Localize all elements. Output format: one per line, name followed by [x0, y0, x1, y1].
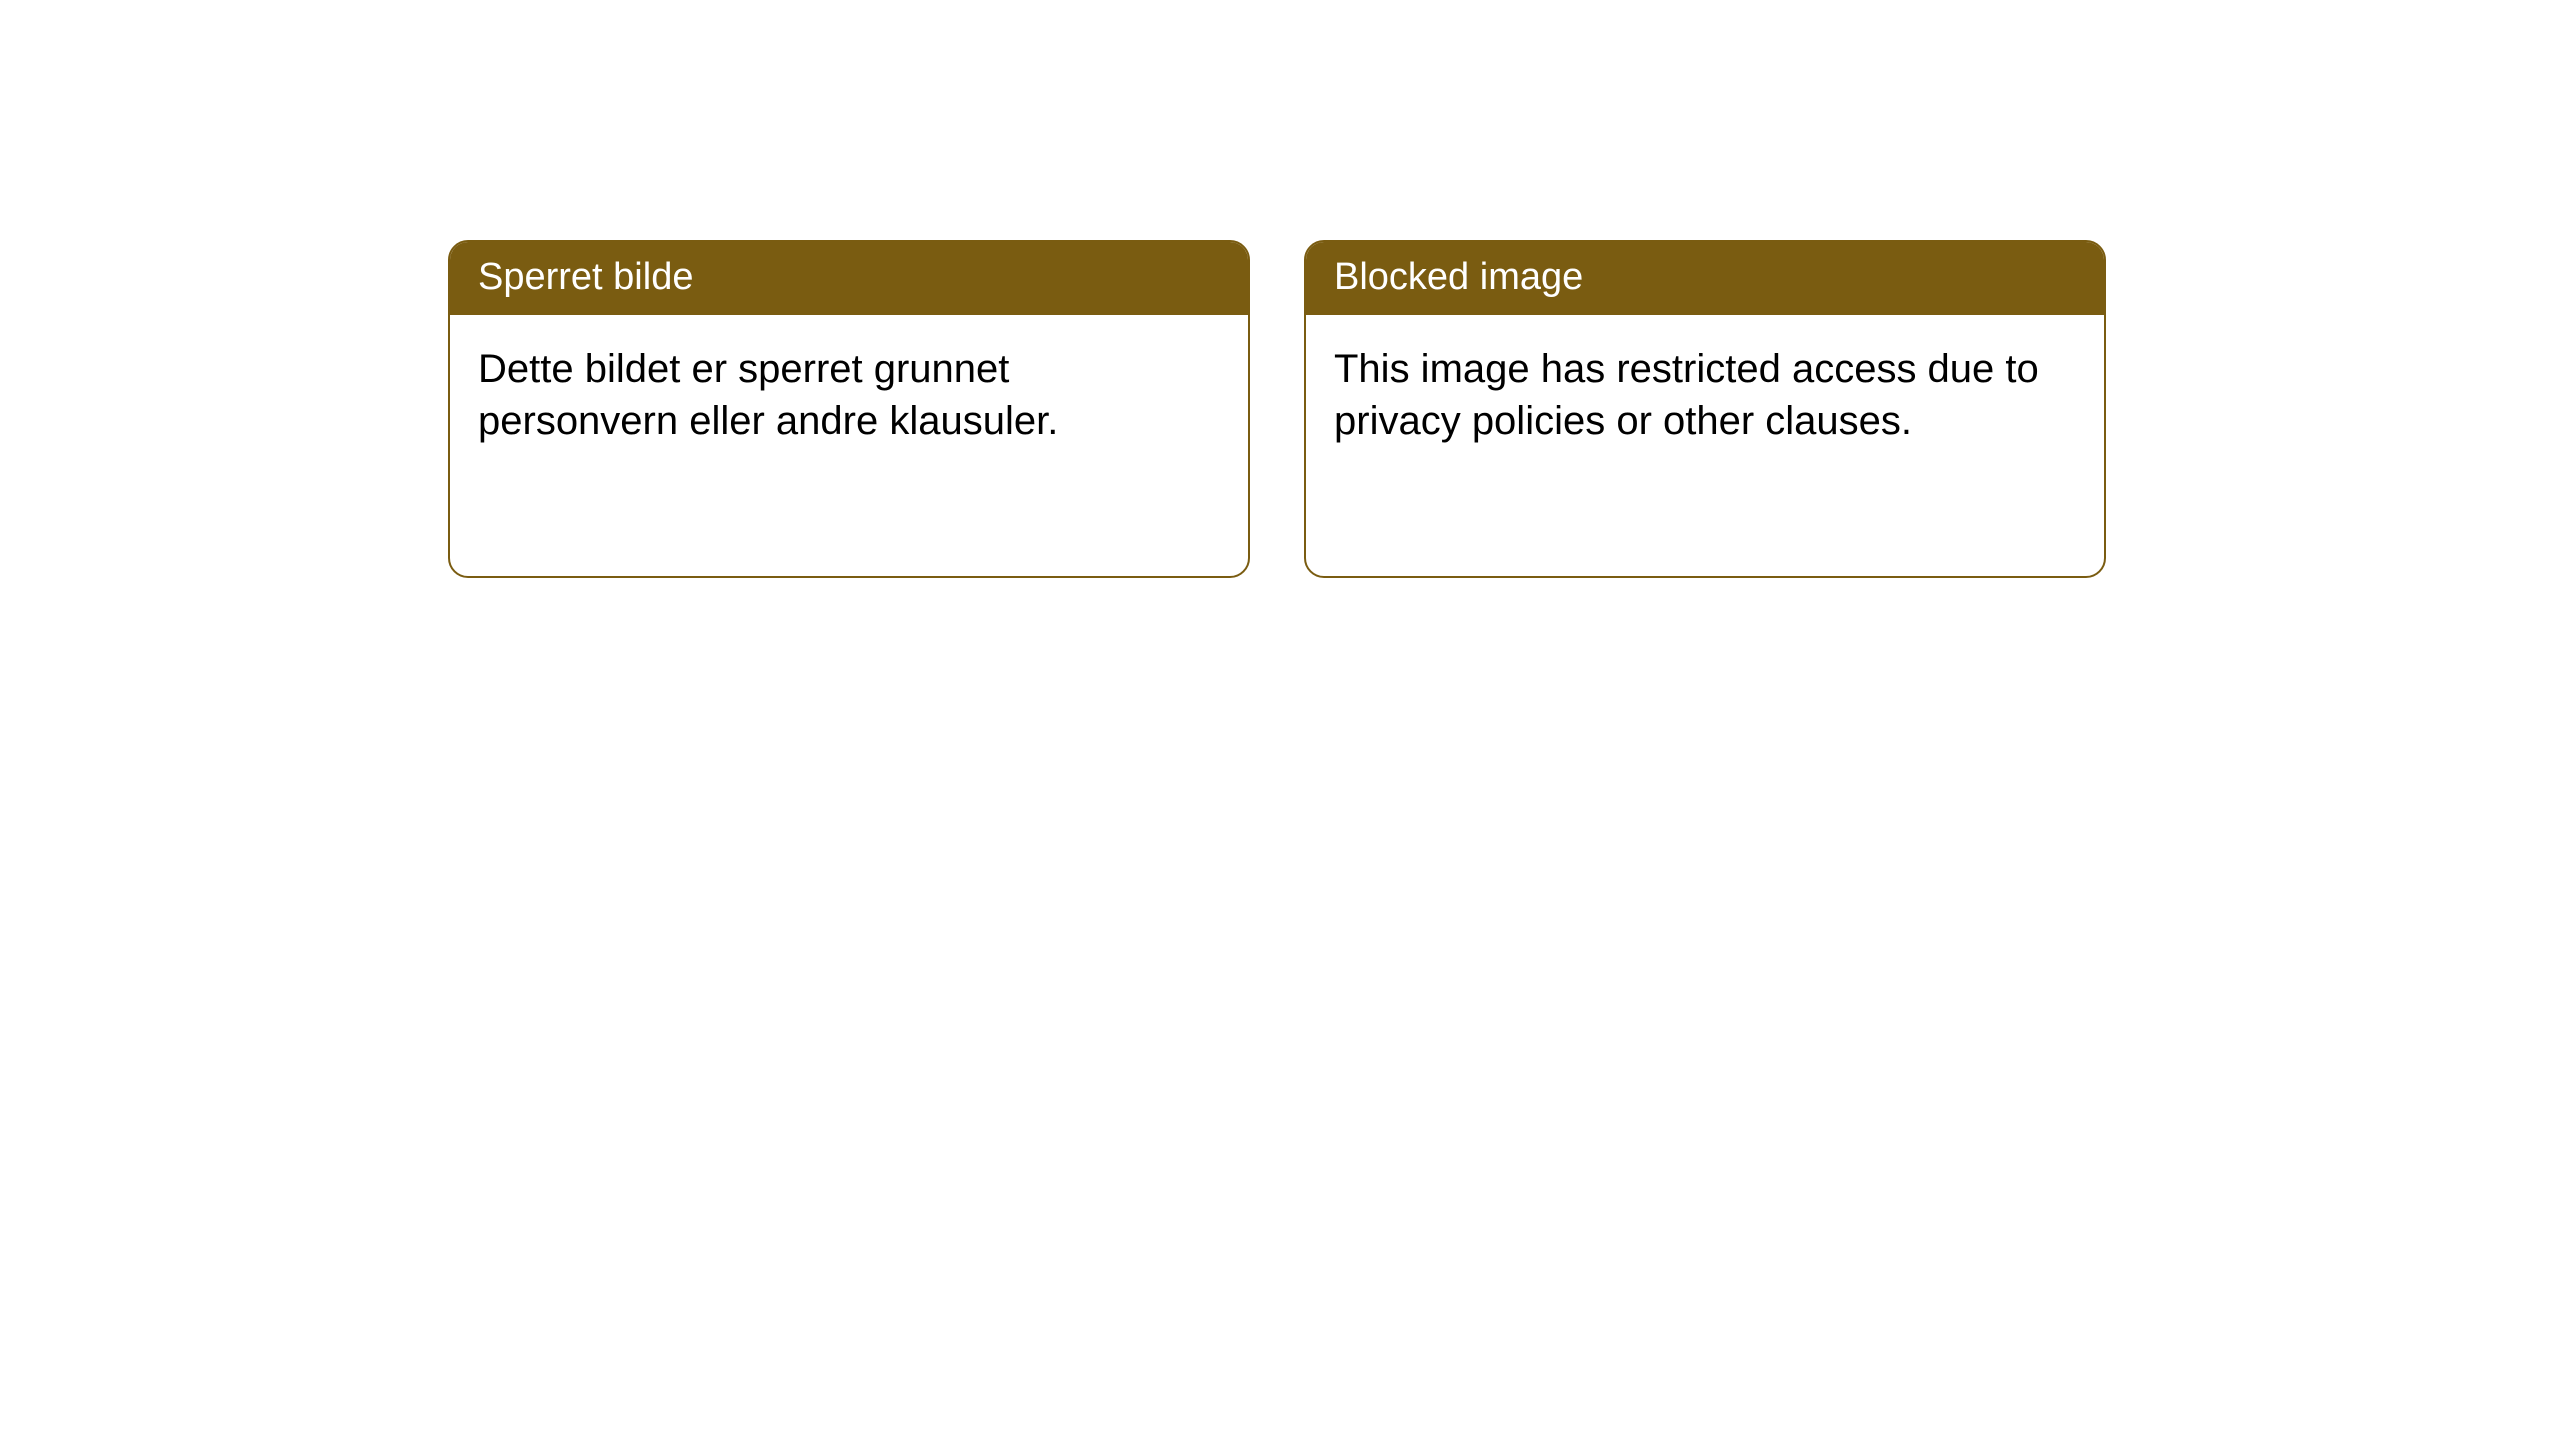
blocked-image-card-english: Blocked image This image has restricted … [1304, 240, 2106, 578]
card-header: Blocked image [1306, 242, 2104, 315]
card-header: Sperret bilde [450, 242, 1248, 315]
card-body: This image has restricted access due to … [1306, 315, 2104, 447]
cards-container: Sperret bilde Dette bildet er sperret gr… [0, 0, 2560, 578]
card-body: Dette bildet er sperret grunnet personve… [450, 315, 1248, 447]
blocked-image-card-norwegian: Sperret bilde Dette bildet er sperret gr… [448, 240, 1250, 578]
